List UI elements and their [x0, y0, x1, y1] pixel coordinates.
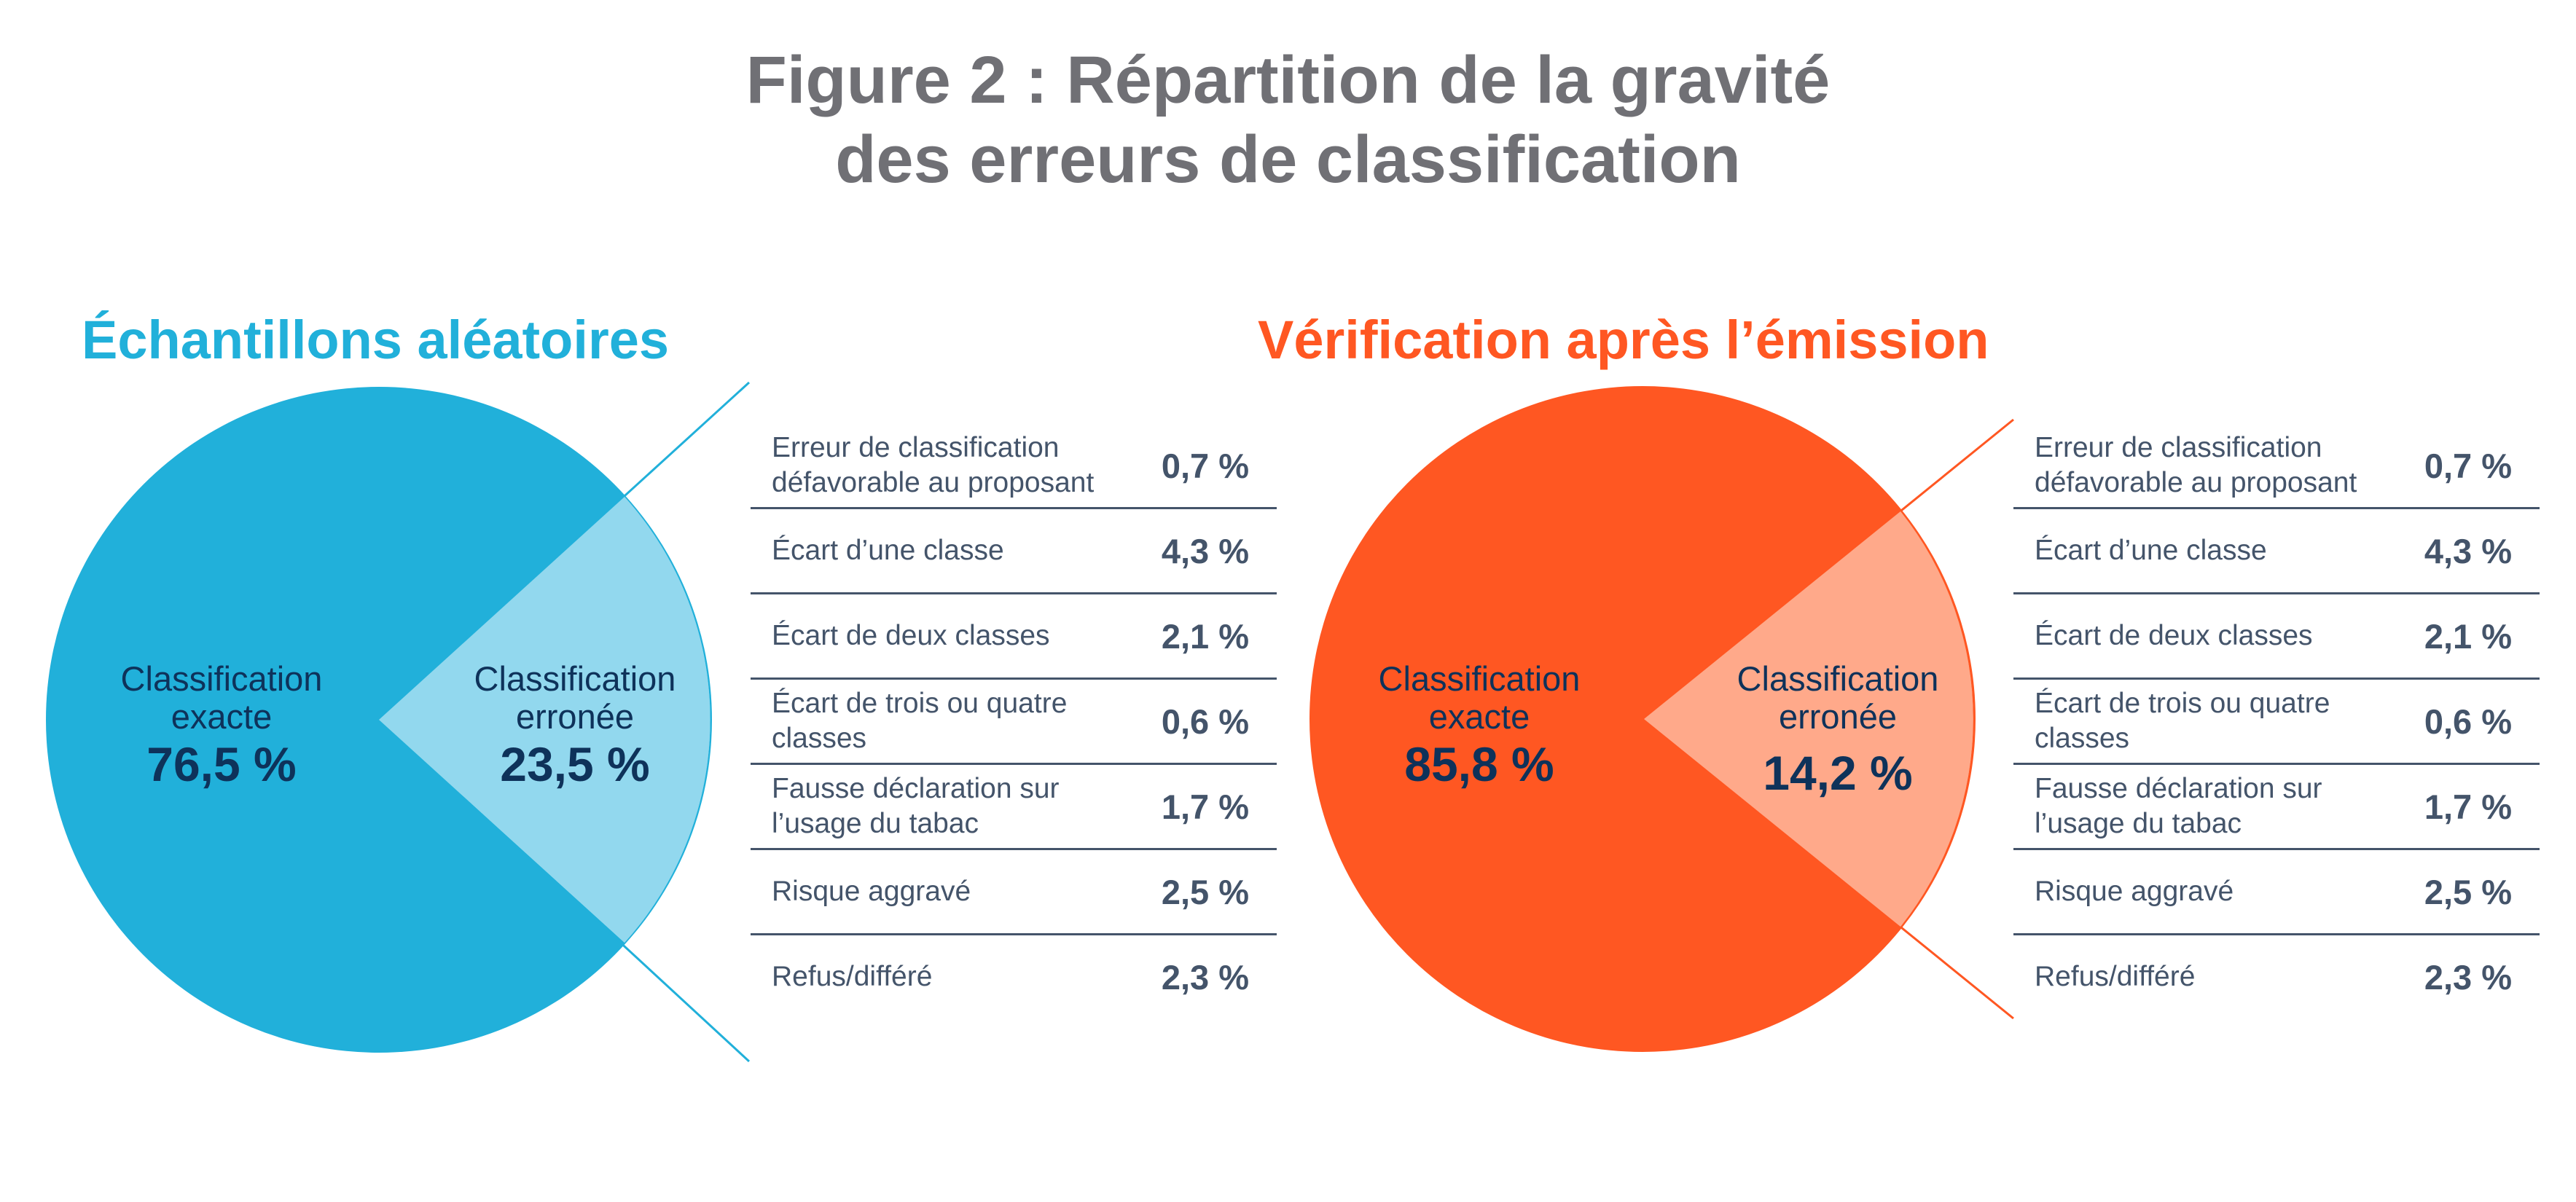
pie-post-issue	[1309, 386, 2014, 1052]
row-label: Erreur de classification défavorable au …	[772, 432, 1095, 498]
row-label: Risque aggravé	[2035, 876, 2234, 907]
table-row: Erreur de classification défavorable au …	[2013, 424, 2540, 509]
table-row: Refus/différé 2,3 %	[2013, 935, 2540, 1018]
table-row: Écart de trois ou quatre classes 0,6 %	[2013, 680, 2540, 765]
pie-value-exact-post: 85,8 %	[1404, 737, 1554, 791]
row-label: Écart d’une classe	[772, 535, 1004, 566]
row-label: Fausse déclaration sur l’usage du tabac	[772, 773, 1060, 839]
table-row: Risque aggravé 2,5 %	[2013, 850, 2540, 935]
breakdown-table-post-issue: Erreur de classification défavorable au …	[2013, 424, 2540, 1018]
figure-title-line-2: des erreurs de classification	[835, 122, 1741, 197]
row-value: 2,3 %	[1161, 957, 1249, 997]
table-row: Écart de deux classes 2,1 %	[751, 594, 1277, 680]
panel-title-random-samples: Échantillons aléatoires	[82, 310, 670, 370]
row-label: Risque aggravé	[772, 876, 971, 907]
row-value: 0,7 %	[1161, 446, 1249, 485]
row-label: Écart de deux classes	[2035, 620, 2313, 651]
row-label: Fausse déclaration sur l’usage du tabac	[2035, 773, 2322, 839]
figure-title: Figure 2 : Répartition de la gravité des…	[0, 41, 2576, 200]
row-label: Écart de deux classes	[772, 620, 1050, 651]
connector-line-top-post	[1643, 418, 2014, 720]
row-label: Erreur de classification défavorable au …	[2035, 432, 2357, 498]
pie-random-samples	[46, 381, 751, 1063]
table-row: Écart d’une classe 4,3 %	[751, 509, 1277, 594]
row-value: 1,7 %	[2424, 787, 2512, 826]
row-value: 0,6 %	[2424, 702, 2512, 741]
pie-label-error-random: Classification erronée 23,5 %	[474, 659, 676, 792]
pie-value-exact-random: 76,5 %	[146, 737, 297, 791]
row-label: Refus/différé	[772, 961, 933, 992]
row-label: Écart d’une classe	[2035, 535, 2267, 566]
row-label: Écart de trois ou quatre classes	[2035, 688, 2330, 754]
connector-line-bottom-random	[377, 718, 751, 1063]
pie-label-exact-post: Classification exacte 85,8 %	[1378, 659, 1581, 792]
row-label: Écart de trois ou quatre classes	[772, 688, 1068, 754]
pie-value-error-post: 14,2 %	[1763, 746, 1913, 800]
row-value: 2,1 %	[2424, 616, 2512, 656]
table-row: Écart de trois ou quatre classes 0,6 %	[751, 680, 1277, 765]
panel-title-post-issue: Vérification après l’émission	[1258, 310, 1989, 370]
table-row: Erreur de classification défavorable au …	[751, 424, 1277, 509]
table-row: Écart de deux classes 2,1 %	[2013, 594, 2540, 680]
table-row: Fausse déclaration sur l’usage du tabac …	[751, 765, 1277, 850]
pie-label-error-post: Classification erronée 14,2 %	[1737, 659, 1939, 801]
row-value: 2,3 %	[2424, 957, 2512, 997]
connector-line-top-random	[377, 381, 751, 721]
table-row: Écart d’une classe 4,3 %	[2013, 509, 2540, 594]
row-label: Refus/différé	[2035, 961, 2196, 992]
row-value: 0,6 %	[1161, 702, 1249, 741]
connector-line-bottom-post	[1643, 718, 2014, 1020]
table-row: Risque aggravé 2,5 %	[751, 850, 1277, 935]
row-value: 4,3 %	[2424, 531, 2512, 570]
pie-label-exact-random: Classification exacte 76,5 %	[120, 659, 323, 792]
row-value: 0,7 %	[2424, 446, 2512, 485]
row-value: 2,1 %	[1161, 616, 1249, 656]
pie-value-error-random: 23,5 %	[500, 737, 650, 791]
row-value: 2,5 %	[2424, 872, 2512, 911]
row-value: 4,3 %	[1161, 531, 1249, 570]
row-value: 2,5 %	[1161, 872, 1249, 911]
table-row: Fausse déclaration sur l’usage du tabac …	[2013, 765, 2540, 850]
table-row: Refus/différé 2,3 %	[751, 935, 1277, 1018]
pie-slice-exact-post	[1309, 386, 1976, 1052]
row-value: 1,7 %	[1161, 787, 1249, 826]
figure-title-line-1: Figure 2 : Répartition de la gravité	[745, 43, 1831, 117]
breakdown-table-random: Erreur de classification défavorable au …	[751, 424, 1277, 1018]
